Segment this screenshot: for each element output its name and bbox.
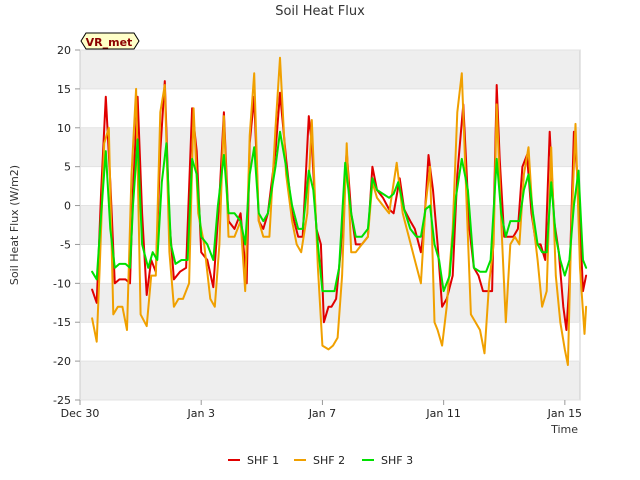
x-tick-label: Jan 11: [425, 407, 460, 420]
x-tick-label: Jan 7: [308, 407, 336, 420]
y-tick-label: -15: [53, 316, 71, 329]
site-badge-label: VR_met: [86, 36, 133, 49]
background-band: [80, 283, 580, 323]
series-line-shf-2: [91, 56, 588, 366]
legend-label: SHF 1: [247, 454, 279, 467]
y-axis-label: Soil Heat Flux (W/m2): [8, 165, 21, 285]
x-tick-label: Jan 3: [186, 407, 214, 420]
y-tick-label: 10: [57, 122, 71, 135]
y-tick-label: 15: [57, 83, 71, 96]
background-band: [80, 205, 580, 245]
x-tick-label: Jan 15: [547, 407, 582, 420]
legend-label: SHF 3: [381, 454, 413, 467]
x-tick-label: Dec 30: [61, 407, 100, 420]
y-tick-label: -5: [60, 238, 71, 251]
x-axis-ticks: Dec 30 Jan 3 Jan 7 Jan 11 Jan 15: [61, 400, 582, 420]
y-tick-label: -10: [53, 277, 71, 290]
y-tick-label: 0: [64, 200, 71, 213]
y-tick-label: -25: [53, 394, 71, 407]
y-tick-label: 5: [64, 161, 71, 174]
site-badge-box: [80, 32, 140, 50]
site-badge: VR_met: [80, 32, 140, 50]
x-axis-label: Time: [550, 423, 578, 436]
y-tick-label: 20: [57, 44, 71, 57]
legend: SHF 1 SHF 2 SHF 3: [228, 454, 413, 467]
chart-title: Soil Heat Flux: [275, 4, 365, 19]
background-band: [80, 127, 580, 167]
background-band: [80, 361, 580, 400]
legend-label: SHF 2: [313, 454, 345, 467]
series-line-shf-3: [91, 130, 588, 293]
y-tick-label: -20: [53, 355, 71, 368]
series-lines: [91, 56, 588, 366]
background-band: [80, 50, 580, 89]
